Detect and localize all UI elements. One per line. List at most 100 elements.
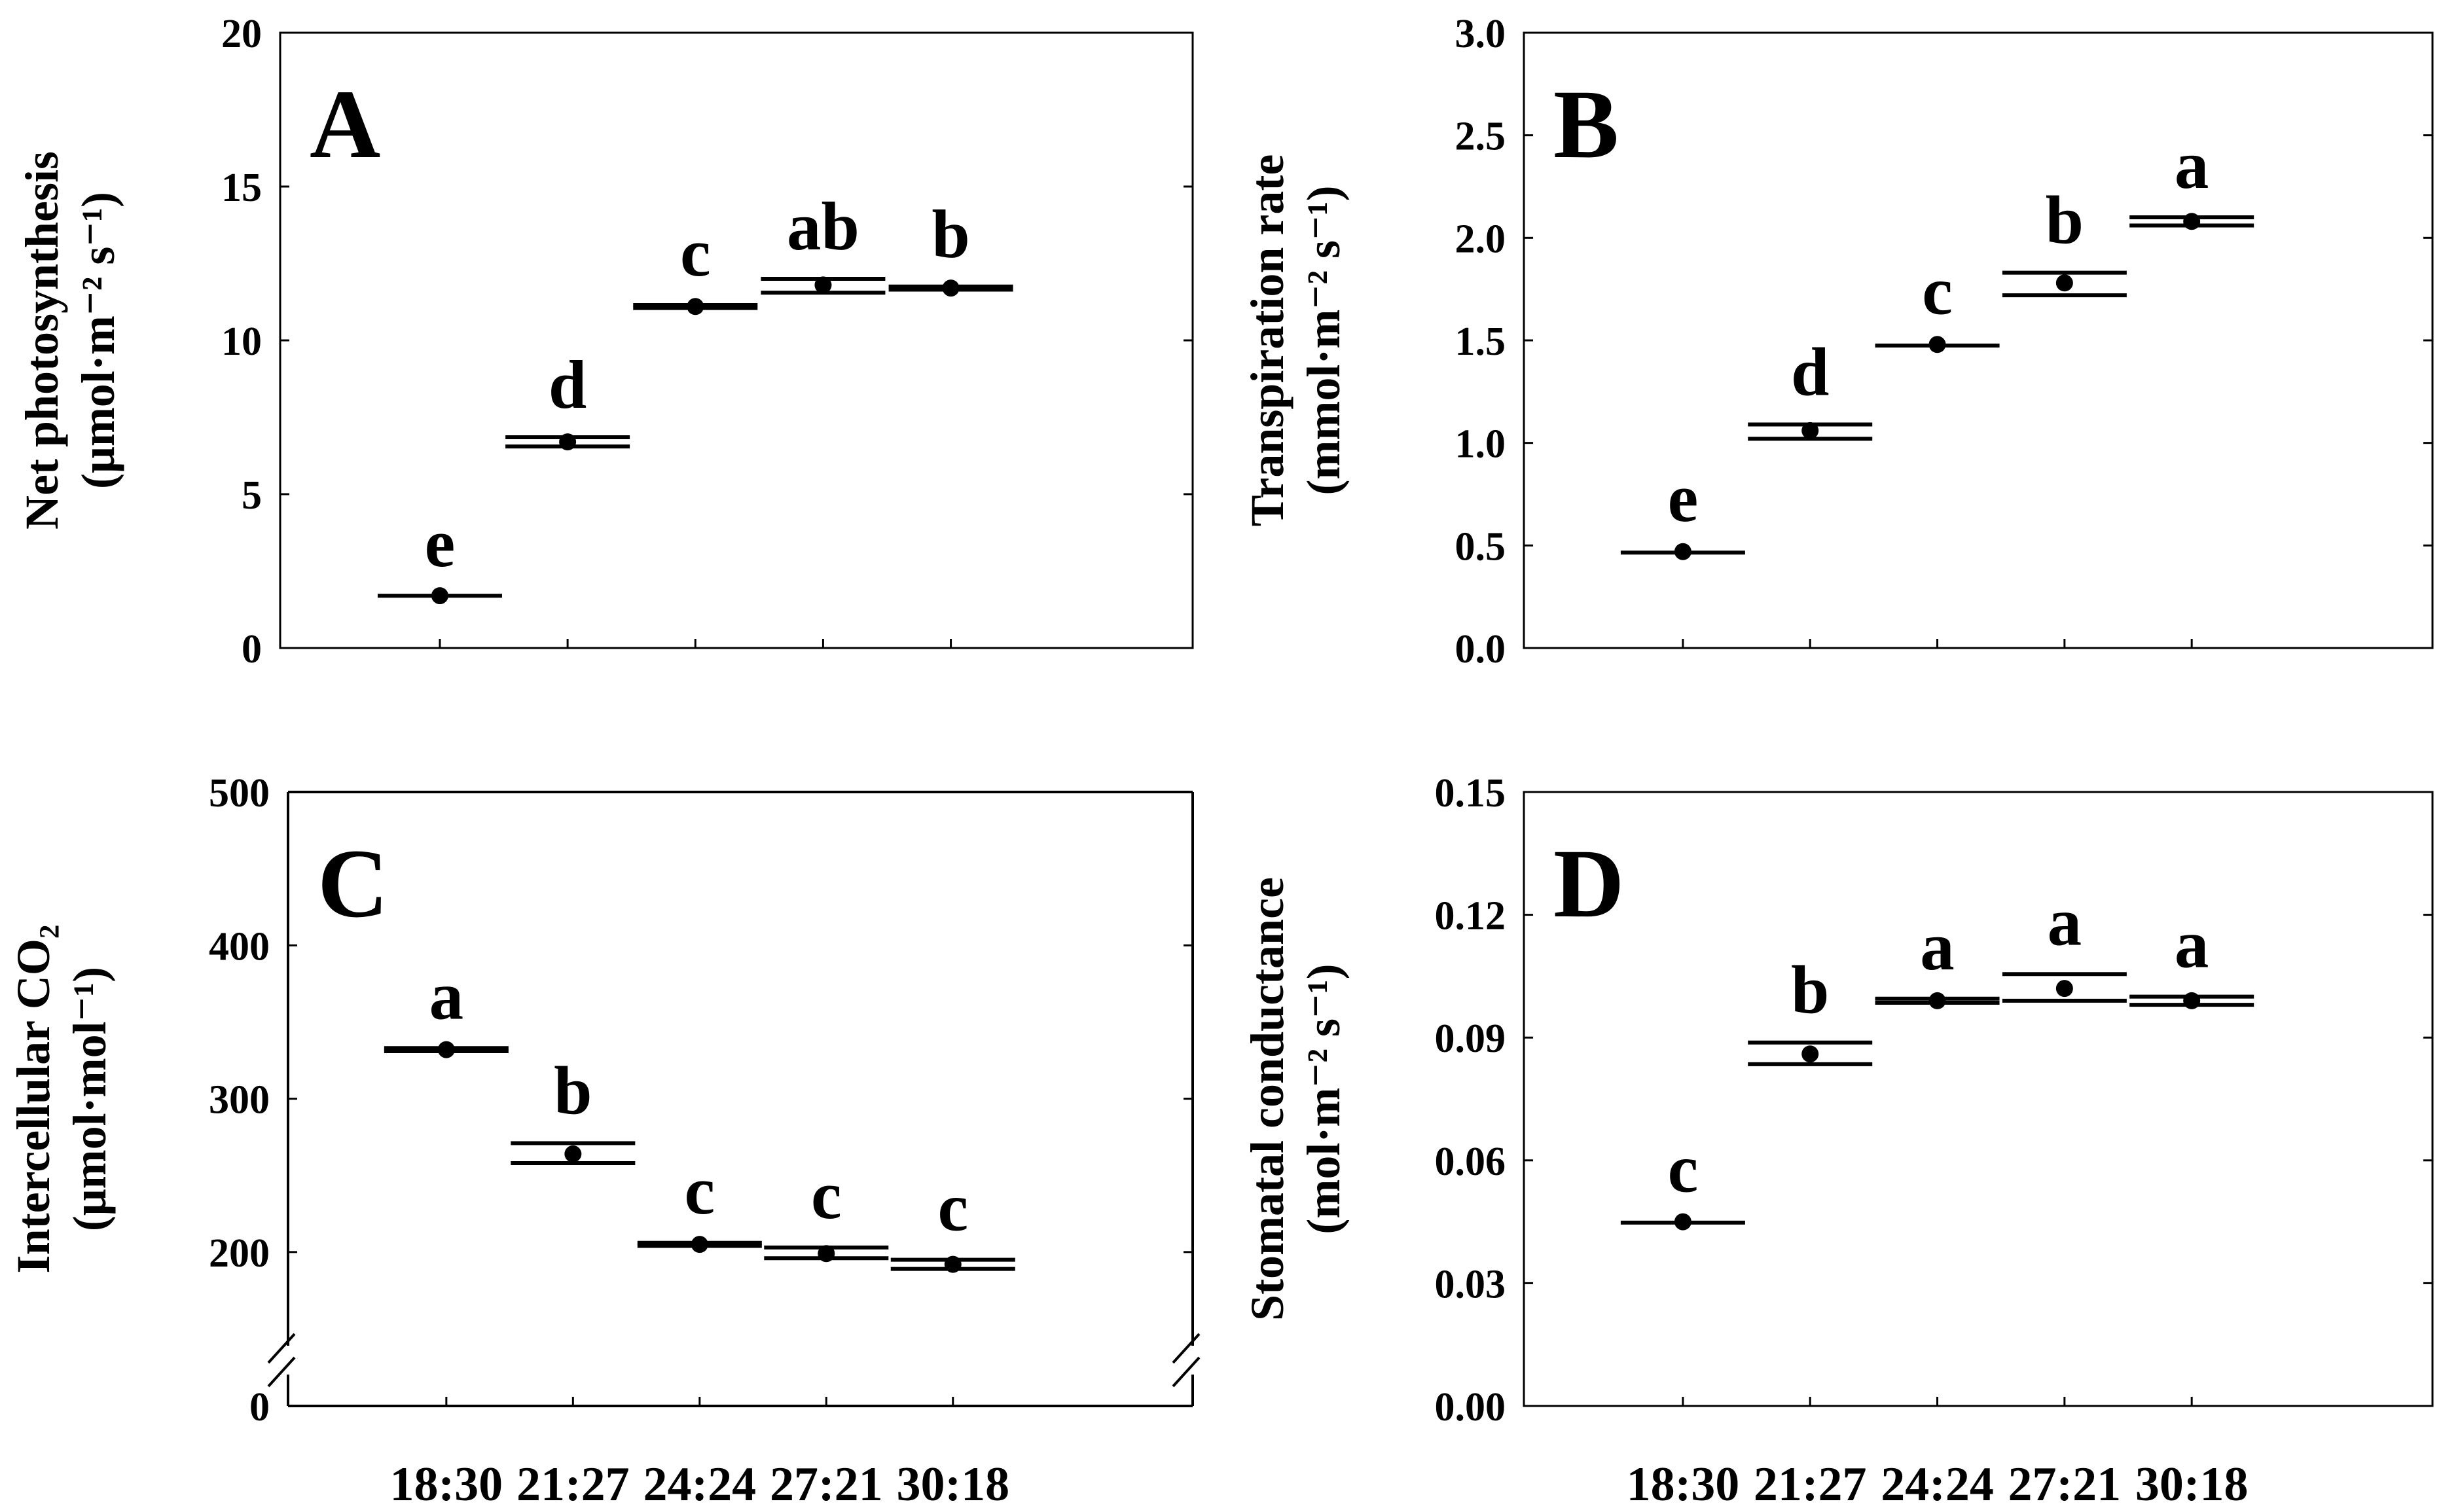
- x-category-label: 18:30: [1627, 1458, 1740, 1511]
- significance-letter: c: [811, 1157, 842, 1233]
- significance-letter: b: [554, 1053, 592, 1129]
- y-tick-label: 0.03: [1435, 1262, 1506, 1306]
- data-point: [814, 276, 832, 294]
- y-tick-label: 0: [249, 1385, 270, 1430]
- x-category-label: 21:27: [1754, 1458, 1867, 1511]
- y-axis-title-line1: Transpiration rate: [1241, 154, 1293, 527]
- x-category-label: 21:27: [516, 1458, 630, 1511]
- significance-letter: c: [937, 1169, 968, 1246]
- y-tick-label: 15: [221, 166, 262, 210]
- y-tick-label: 300: [209, 1078, 270, 1123]
- y-axis-title: Intercellular CO₂ (μmol·mol⁻¹): [7, 925, 116, 1274]
- data-point: [559, 433, 577, 451]
- significance-letter: b: [2046, 182, 2084, 259]
- plot-frame: [1523, 31, 2434, 649]
- y-tick-label: 0.5: [1455, 524, 1506, 569]
- data-point: [1801, 422, 1819, 439]
- y-tick-label: 1.0: [1455, 422, 1506, 467]
- y-tick-label: 1.5: [1455, 319, 1506, 364]
- y-tick-label: 0.06: [1435, 1140, 1506, 1184]
- panel-letter: B: [1553, 70, 1619, 179]
- significance-letter: b: [1791, 952, 1829, 1028]
- significance-letter: b: [931, 196, 969, 272]
- data-point: [2183, 992, 2201, 1009]
- significance-letter: a: [2048, 883, 2082, 960]
- data-point: [942, 279, 960, 297]
- x-category-label: 24:24: [1881, 1458, 1994, 1511]
- y-tick-label: 2.5: [1455, 115, 1506, 159]
- y-tick-label: 500: [209, 771, 270, 816]
- y-tick-label: 0.12: [1435, 894, 1506, 939]
- x-category-label: 27:21: [770, 1458, 883, 1511]
- axis-break-mark: [1172, 1333, 1201, 1364]
- y-axis-title-line1: Intercellular CO₂: [7, 925, 60, 1274]
- x-category-label: 27:21: [2008, 1458, 2122, 1511]
- data-point: [687, 298, 704, 315]
- data-point: [431, 587, 448, 605]
- data-point: [818, 1245, 835, 1263]
- y-tick-label: 0.09: [1435, 1017, 1506, 1061]
- y-axis-title: Transpiration rate (mmol·m⁻² s⁻¹): [1241, 154, 1350, 527]
- data-point: [1928, 992, 1946, 1009]
- significance-letter: d: [549, 346, 587, 423]
- y-axis-title-line1: Stomatal conductance: [1241, 877, 1293, 1321]
- data-point: [2183, 213, 2201, 230]
- x-category-label: 18:30: [390, 1458, 503, 1511]
- y-tick-label: 200: [209, 1231, 270, 1276]
- y-tick-label: 0.0: [1455, 627, 1506, 672]
- data-point: [1801, 1045, 1819, 1063]
- y-axis-title: Stomatal conductance (mol·m⁻² s⁻¹): [1241, 877, 1350, 1321]
- y-axis-title-line2: (mol·m⁻² s⁻¹): [1297, 963, 1350, 1234]
- axis-break-mark: [267, 1356, 296, 1388]
- y-axis-title-line2: (μmol·m⁻² s⁻¹): [72, 192, 124, 489]
- y-axis-title-line1: Net photosynthesis: [16, 151, 68, 530]
- data-point: [2055, 980, 2073, 998]
- data-point: [1674, 1213, 1691, 1231]
- data-point: [1674, 543, 1691, 560]
- significance-letter: a: [1920, 908, 1955, 984]
- significance-letter: d: [1791, 333, 1829, 410]
- y-axis-title-line2: (mmol·m⁻² s⁻¹): [1297, 185, 1350, 495]
- y-axis-title-line2: (μmol·mol⁻¹): [63, 967, 116, 1231]
- plot-frame: [1523, 791, 2434, 1407]
- y-tick-label: 400: [209, 924, 270, 969]
- x-category-label: 24:24: [643, 1458, 756, 1511]
- data-point: [1928, 336, 1946, 353]
- axis-break-mark: [1172, 1356, 1201, 1388]
- significance-letter: c: [685, 1152, 715, 1229]
- significance-letter: a: [2175, 126, 2209, 203]
- data-point: [564, 1145, 582, 1162]
- panel-a: 0 5 10 15 20 Net photosynthesis (μmol·m⁻² s⁻¹)…: [16, 12, 1194, 672]
- significance-letter: e: [1668, 459, 1699, 536]
- data-point: [944, 1255, 962, 1273]
- y-tick-label: 10: [221, 319, 262, 364]
- y-tick-label: 0.00: [1435, 1385, 1506, 1430]
- x-category-label: 30:18: [896, 1458, 1009, 1511]
- panel-letter: C: [317, 829, 388, 938]
- y-axis-title: Net photosynthesis (μmol·m⁻² s⁻¹): [16, 151, 124, 530]
- significance-letter: c: [680, 214, 711, 291]
- y-tick-label: 2.0: [1455, 217, 1506, 261]
- data-point: [2055, 274, 2073, 292]
- panel-letter: D: [1553, 829, 1624, 938]
- significance-letter: c: [1668, 1130, 1699, 1206]
- significance-letter: e: [425, 505, 456, 581]
- significance-letter: a: [2175, 906, 2209, 982]
- data-point: [437, 1041, 455, 1058]
- data-point: [691, 1236, 708, 1253]
- y-tick-label: 20: [221, 12, 262, 56]
- panel-letter: A: [310, 70, 380, 179]
- panel-b: 0.0 0.5 1.0 1.5 2.0 2.5 3.0 Transpiration rate(…: [1241, 12, 2434, 672]
- significance-letter: a: [429, 957, 464, 1034]
- plot-frame: [279, 31, 1194, 649]
- significance-letter: c: [1922, 253, 1953, 329]
- y-tick-label: 0: [242, 627, 262, 672]
- y-tick-label: 0.15: [1435, 771, 1506, 816]
- y-tick-label: 3.0: [1455, 12, 1506, 56]
- y-tick-label: 5: [242, 473, 262, 518]
- panel-d: 0.00 0.03 0.06 0.09 0.12 0.15 Stomatal conduct…: [1241, 771, 2434, 1511]
- panel-c: 0 200 300 400 500 Intercellular CO₂ (μmol·mol⁻…: [7, 771, 1201, 1511]
- x-category-label: 30:18: [2135, 1458, 2249, 1511]
- axis-break-mark: [267, 1333, 296, 1364]
